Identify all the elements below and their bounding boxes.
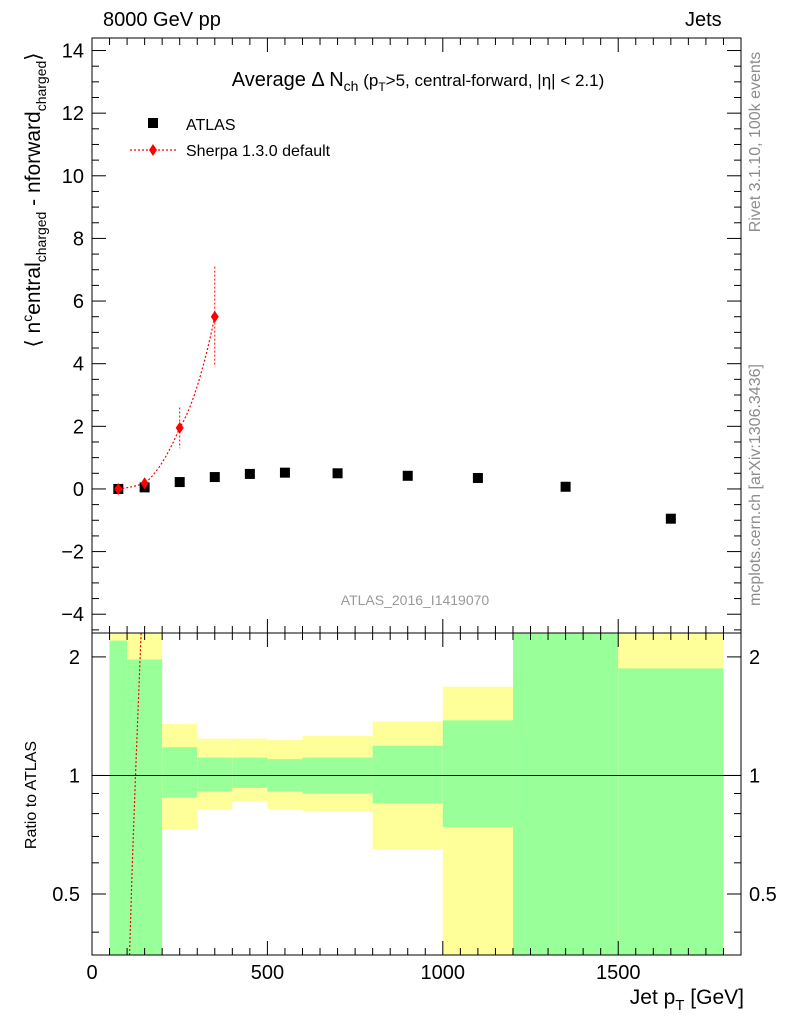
y-tick-label: 2 — [73, 416, 84, 438]
ratio-tick-label-right: 1 — [749, 765, 760, 787]
y-tick-label: −4 — [61, 604, 84, 626]
ratio-band-green — [372, 745, 443, 804]
y-tick-label: 4 — [73, 354, 84, 376]
legend: ATLAS Sherpa 1.3.0 default — [130, 117, 331, 160]
sherpa-curve — [118, 316, 216, 490]
legend-marker-atlas — [148, 118, 158, 128]
ratio-axis-label: Ratio to ATLAS — [23, 741, 40, 849]
legend-marker-sherpa — [149, 144, 157, 156]
ratio-tick-label-left: 0.5 — [52, 884, 80, 906]
y-tick-label: 10 — [62, 166, 84, 188]
sherpa-point — [114, 482, 123, 495]
atlas-point — [402, 470, 413, 481]
atlas-point — [244, 468, 255, 479]
atlas-point — [279, 467, 290, 478]
watermark-label: ATLAS_2016_I1419070 — [341, 592, 490, 608]
ratio-band-green — [232, 757, 268, 788]
data-series — [113, 266, 676, 524]
atlas-point — [209, 472, 220, 483]
y-tick-label: 14 — [62, 41, 84, 63]
atlas-point — [665, 513, 676, 524]
y-tick-label: 8 — [73, 228, 84, 250]
ratio-tick-label-right: 2 — [749, 647, 760, 669]
ratio-band-green — [109, 640, 128, 955]
header-right: Jets — [685, 9, 722, 31]
legend-label-atlas: ATLAS — [186, 117, 236, 134]
ratio-band-green — [127, 659, 163, 955]
side-label-mcplots: mcplots.cern.ch [arXiv:1306.3436] — [747, 364, 764, 606]
ratio-bands — [92, 632, 741, 956]
atlas-point — [174, 477, 185, 488]
ratio-band-green — [162, 747, 198, 798]
ratio-frame — [91, 632, 742, 956]
atlas-point — [332, 468, 343, 479]
header-left: 8000 GeV pp — [103, 9, 221, 31]
legend-label-sherpa: Sherpa 1.3.0 default — [186, 143, 331, 160]
sherpa-point — [140, 477, 149, 490]
side-label-rivet: Rivet 3.1.10, 100k events — [747, 52, 764, 233]
x-tick-label: 500 — [251, 962, 284, 984]
axis-ticks — [91, 38, 742, 955]
y-tick-label: 0 — [73, 479, 84, 501]
ratio-band-green — [197, 757, 233, 792]
ratio-tick-label-left: 2 — [69, 647, 80, 669]
x-tick-label: 1500 — [596, 962, 641, 984]
atlas-point — [560, 481, 571, 492]
ratio-sherpa-line — [128, 632, 142, 956]
chart-title: Average Δ Nch (pT>5, central-forward, |η… — [232, 69, 605, 94]
y-tick-label: 12 — [62, 103, 84, 125]
ratio-tick-label-left: 1 — [69, 765, 80, 787]
y-axis-label: ⟨ ncentralcharged - nforwardcharged⟩ — [19, 52, 49, 347]
ratio-band-green — [618, 668, 724, 955]
x-axis-label: Jet pT [GeV] — [630, 986, 744, 1014]
atlas-point — [472, 472, 483, 483]
axes-frames — [91, 37, 742, 956]
ratio-tick-label-right: 0.5 — [749, 884, 777, 906]
y-tick-label: −2 — [61, 542, 84, 564]
ratio-band-green — [512, 633, 619, 955]
sherpa-point — [210, 310, 219, 323]
x-tick-label: 1000 — [421, 962, 466, 984]
ratio-band-green — [442, 720, 513, 827]
sherpa-point — [175, 421, 184, 434]
y-tick-label: 6 — [73, 291, 84, 313]
x-tick-label: 0 — [86, 962, 97, 984]
